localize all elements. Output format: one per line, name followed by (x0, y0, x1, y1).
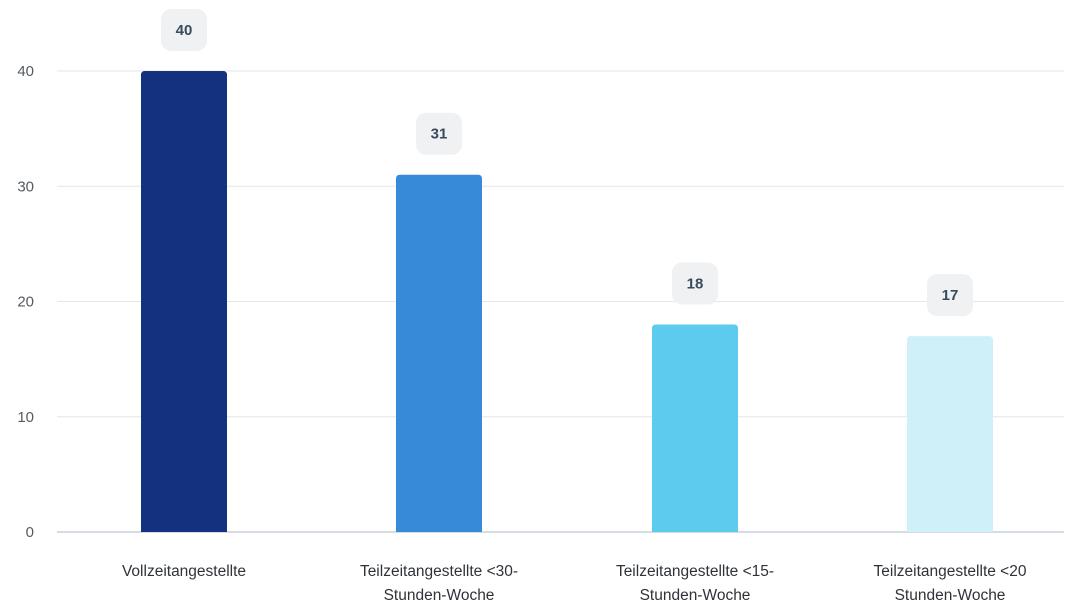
bar (396, 174, 482, 532)
y-axis-tick-labels: 0 10 20 30 40 (17, 63, 34, 541)
x-category-label: Vollzeitangestellte (122, 563, 246, 580)
x-category-label: Teilzeitangestellte <15- (616, 563, 774, 580)
bar (907, 336, 993, 532)
data-label-badge (672, 262, 718, 305)
data-label-badge (161, 9, 207, 51)
x-category-label: Stunden-Woche (895, 587, 1006, 602)
data-label: 40 (176, 22, 193, 39)
y-tick-label: 20 (17, 294, 34, 311)
data-label-badge (927, 274, 973, 317)
data-label: 17 (942, 287, 959, 304)
y-tick-label: 10 (17, 409, 34, 426)
data-label-badge (416, 112, 462, 155)
bars (141, 71, 993, 532)
data-labels: 40 31 18 17 (161, 9, 973, 317)
data-label: 18 (687, 276, 704, 293)
x-axis-category-labels: Vollzeitangestellte Teilzeitangestellte <… (122, 563, 1027, 602)
x-category-label: Stunden-Woche (384, 587, 495, 602)
y-tick-label: 0 (26, 524, 34, 541)
data-label: 31 (431, 126, 448, 143)
x-category-label: Teilzeitangestellte <20 (874, 563, 1027, 580)
y-tick-label: 40 (17, 63, 34, 80)
y-tick-label: 30 (17, 178, 34, 195)
x-category-label: Stunden-Woche (640, 587, 751, 602)
bar (652, 324, 738, 532)
x-category-label: Teilzeitangestellte <30- (360, 563, 518, 580)
bar (141, 71, 227, 532)
